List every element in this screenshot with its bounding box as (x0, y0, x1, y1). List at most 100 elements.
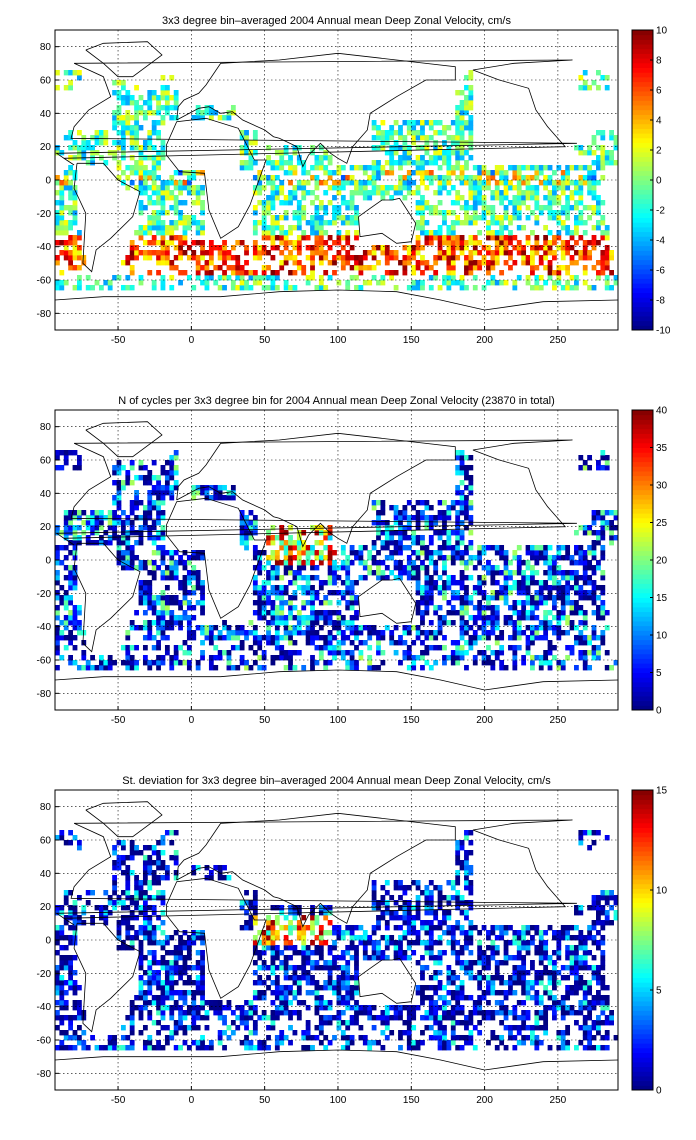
heatmap-cell (490, 625, 496, 631)
heatmap-cell (270, 175, 276, 181)
heatmap-cell (340, 635, 346, 641)
heatmap-cell (160, 245, 166, 251)
heatmap-cell (340, 220, 346, 226)
heatmap-cell (472, 285, 478, 291)
heatmap-cell (543, 580, 549, 586)
heatmap-cell (525, 165, 531, 171)
heatmap-cell (156, 665, 161, 671)
heatmap-cell (59, 280, 65, 286)
colorbar-segment (632, 119, 653, 125)
heatmap-cell (565, 655, 571, 661)
heatmap-cell (587, 1035, 593, 1041)
heatmap-cell (173, 620, 179, 626)
heatmap-cell (349, 1005, 355, 1011)
heatmap-cell (151, 185, 157, 191)
heatmap-cell (420, 225, 425, 231)
heatmap-cell (543, 660, 549, 666)
heatmap-cell (464, 475, 469, 481)
heatmap-cell (332, 210, 337, 216)
heatmap-cell (530, 665, 535, 671)
heatmap-cell (191, 115, 197, 121)
heatmap-cell (574, 990, 579, 996)
heatmap-cell (609, 135, 614, 141)
heatmap-cell (393, 1010, 399, 1016)
heatmap-cell (486, 185, 491, 191)
heatmap-cell (503, 210, 509, 216)
heatmap-cell (191, 1020, 197, 1026)
heatmap-cell (138, 465, 144, 471)
heatmap-cell (371, 665, 377, 671)
heatmap-cell (257, 645, 263, 651)
heatmap-cell (200, 115, 205, 121)
heatmap-cell (257, 245, 263, 251)
heatmap-cell (587, 595, 593, 601)
heatmap-cell (327, 1005, 333, 1011)
heatmap-cell (107, 535, 113, 541)
heatmap-cell (455, 540, 461, 546)
heatmap-cell (543, 245, 549, 251)
heatmap-cell (455, 125, 461, 131)
heatmap-cell (156, 500, 161, 506)
heatmap-cell (490, 230, 496, 236)
heatmap-cell (459, 600, 465, 606)
heatmap-cell (591, 190, 597, 196)
colorbar-segment (632, 616, 653, 622)
heatmap-cell (468, 105, 474, 111)
heatmap-cell (195, 575, 201, 581)
heatmap-cell (468, 555, 474, 561)
heatmap-cell (424, 230, 430, 236)
heatmap-cell (402, 265, 408, 271)
heatmap-cell (340, 590, 346, 596)
heatmap-cell (98, 140, 104, 146)
heatmap-cell (587, 215, 593, 221)
heatmap-cell (503, 1045, 509, 1051)
y-tick-label: -60 (37, 276, 52, 287)
heatmap-cell (591, 1005, 597, 1011)
heatmap-cell (587, 185, 593, 191)
heatmap-cell (569, 195, 575, 201)
heatmap-cell (336, 640, 342, 646)
heatmap-cell (68, 515, 73, 521)
heatmap-cell (340, 620, 346, 626)
heatmap-cell (534, 1015, 540, 1021)
heatmap-cell (178, 585, 183, 591)
heatmap-cell (156, 185, 161, 191)
heatmap-cell (415, 285, 421, 291)
heatmap-cell (169, 455, 175, 461)
heatmap-cell (310, 585, 315, 591)
heatmap-cell (481, 595, 487, 601)
heatmap-cell (318, 220, 324, 226)
heatmap-cell (270, 565, 276, 571)
heatmap-cell (552, 250, 557, 256)
heatmap-cell (301, 265, 307, 271)
heatmap-cell (55, 450, 60, 456)
heatmap-cell (582, 525, 588, 531)
heatmap-cell (142, 565, 148, 571)
heatmap-cell (103, 160, 109, 166)
heatmap-cell (129, 240, 135, 246)
heatmap-cell (415, 600, 421, 606)
heatmap-cell (521, 655, 527, 661)
heatmap-cell (59, 220, 65, 226)
heatmap-cell (296, 205, 302, 211)
heatmap-cell (142, 595, 148, 601)
heatmap-cell (332, 255, 337, 261)
heatmap-cell (178, 215, 183, 221)
heatmap-cell (340, 255, 346, 261)
heatmap-cell (142, 1005, 148, 1011)
heatmap-cell (261, 595, 267, 601)
heatmap-cell (274, 550, 280, 556)
heatmap-cell (239, 160, 245, 166)
heatmap-cell (384, 1010, 390, 1016)
heatmap-cell (424, 160, 430, 166)
heatmap-cell (437, 625, 443, 631)
heatmap-cell (459, 500, 465, 506)
heatmap-cell (340, 1030, 346, 1036)
heatmap-cell (279, 1035, 285, 1041)
heatmap-cell (296, 1000, 302, 1006)
heatmap-cell (90, 655, 95, 661)
heatmap-cell (424, 635, 430, 641)
heatmap-cell (437, 1035, 443, 1041)
heatmap-cell (90, 285, 95, 291)
heatmap-cell (200, 590, 205, 596)
